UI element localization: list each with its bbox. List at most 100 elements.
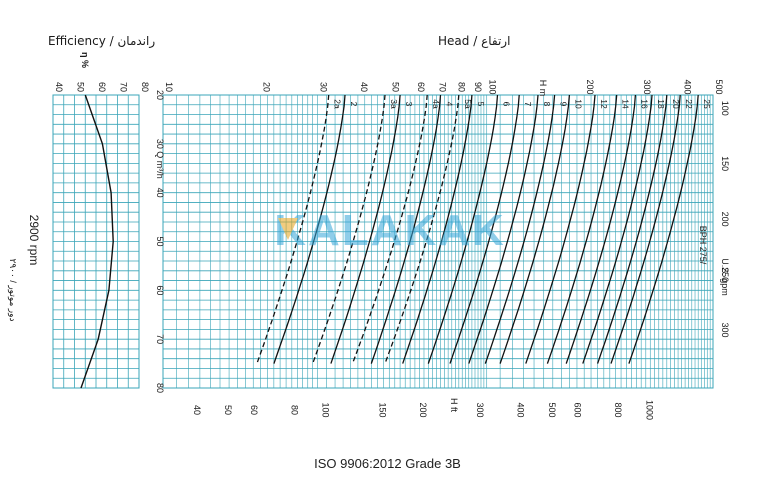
pump-curve-label-2a: 2a: [333, 99, 343, 109]
pump-curve-label-3: 3: [404, 102, 414, 107]
watermark-logo: KALAKAK: [274, 206, 506, 255]
pump-curve-label-16: 16: [639, 99, 649, 109]
pump-curve-label-20: 20: [671, 99, 681, 109]
pump-curve-25: [628, 94, 699, 364]
head-ft-tick-label: 50: [223, 405, 233, 415]
pump-curve-label-2: 2: [349, 102, 359, 107]
pump-curve-label-5: 5: [476, 102, 486, 107]
head-m-tick-label: 200: [585, 79, 595, 94]
pump-curve-label-9: 9: [559, 102, 569, 107]
head-header: Head / ارتفاع: [438, 34, 511, 48]
pump-curve-6: [427, 94, 499, 364]
head-m-tick-label: 40: [359, 82, 369, 92]
efficiency-curve-line: [80, 94, 114, 389]
head-ft-tick-label: 400: [516, 402, 526, 417]
head-m-tick-label: 400: [683, 79, 693, 94]
pump-curve-9: [484, 94, 556, 364]
pump-curves: 2a 2 3a 3 4a 4 5a 5 6 7 8 9 10 12 14 16 18 20 22 25: [256, 94, 712, 364]
model-label: BPH 275/: [698, 226, 708, 265]
gpm-tick-label: 300: [720, 323, 730, 338]
gpm-tick-label: 200: [720, 212, 730, 227]
pump-curve-label-3a: 3a: [389, 99, 399, 109]
pump-curve-label-4: 4: [445, 102, 455, 107]
pump-curve-12: [525, 94, 596, 364]
pump-curve-5: [402, 94, 473, 364]
pump-curve-16: [565, 94, 637, 364]
pump-curve-5a: [384, 94, 460, 364]
efficiency-tick-label: 40: [54, 82, 64, 92]
head-ft-tick-label: 100: [321, 402, 331, 417]
tick-labels: 40 50 60 70 80η %10 20 30 40 50 60 70 80 90 100 200 300…: [54, 52, 730, 420]
head-ft-tick-label: 500: [547, 402, 557, 417]
pump-curve-label-5a: 5a: [463, 99, 473, 109]
pump-curve-label-4a: 4a: [431, 99, 441, 109]
head-m-tick-label: 60: [416, 82, 426, 92]
head-ft-tick-label: 40: [192, 405, 202, 415]
chart-footer: ISO 9906:2012 Grade 3B: [314, 456, 461, 471]
pump-curve-2: [273, 94, 346, 364]
pump-curve-8: [468, 94, 539, 364]
head-ft-tick-label: 600: [573, 402, 583, 417]
flow-tick-label: 60: [155, 285, 165, 295]
pump-curve-3: [330, 94, 401, 364]
head-ft-tick-label: 80: [289, 405, 299, 415]
flow-tick-label: 30: [155, 139, 165, 149]
flow-tick-label: 50: [155, 236, 165, 246]
pump-curve-label-18: 18: [656, 99, 666, 109]
head-m-tick-label: 500: [714, 79, 724, 94]
head-m-tick-label: 50: [390, 82, 400, 92]
efficiency-tick-label: 70: [119, 82, 129, 92]
efficiency-header: Efficiency / راندمان: [48, 34, 156, 48]
speed-label-fa: دور موتور / ۲۹۰۰: [7, 258, 18, 321]
gpm-tick-label: 150: [720, 156, 730, 171]
pump-curve-label-10: 10: [573, 99, 583, 109]
head-ft-tick-label: 200: [418, 402, 428, 417]
pump-curve-2a: [256, 94, 330, 364]
pump-curve-label-8: 8: [542, 102, 552, 107]
head-m-tick-label: 30: [318, 82, 328, 92]
head-m-tick-label: 90: [473, 82, 483, 92]
flow-tick-label: 40: [155, 188, 165, 198]
pump-curve-20: [596, 94, 668, 364]
efficiency-tick-label: 50: [76, 82, 86, 92]
pump-curve-label-22: 22: [684, 99, 694, 109]
head-m-tick-label: 80: [456, 82, 466, 92]
efficiency-curve: [80, 94, 114, 389]
pump-curve-7: [449, 94, 520, 364]
head-grid: [162, 94, 714, 389]
efficiency-tick-label: 60: [97, 82, 107, 92]
head-ft-tick-label: 60: [249, 405, 259, 415]
pump-curve-14: [546, 94, 618, 364]
head-m-axis-label: H m: [538, 80, 548, 97]
head-m-tick-label: 70: [438, 82, 448, 92]
pump-curve-18: [582, 94, 653, 364]
pump-curve-4a: [351, 94, 428, 364]
pump-curve-label-14: 14: [621, 99, 631, 109]
head-m-tick-label: 20: [261, 82, 271, 92]
head-ft-tick-label: 150: [378, 402, 388, 417]
gpm-tick-label: 250: [720, 267, 730, 282]
efficiency-grid: [52, 94, 140, 389]
pump-curve-22: [610, 94, 681, 364]
flow-axis-label: Q m³/h: [155, 151, 165, 179]
side-labels: 2900 rpm دور موتور / ۲۹۰۰ BPH 275/: [7, 215, 708, 322]
flow-tick-label: 80: [155, 383, 165, 393]
pump-curve-label-12: 12: [599, 99, 609, 109]
head-ft-tick-label: 800: [613, 402, 623, 417]
efficiency-tick-label: 80: [140, 82, 150, 92]
gpm-tick-label: 100: [720, 101, 730, 116]
head-ft-tick-label: 300: [475, 402, 485, 417]
head-m-tick-label: 300: [642, 79, 652, 94]
head-m-tick-label: 10: [164, 82, 174, 92]
flow-tick-label: 70: [155, 334, 165, 344]
efficiency-axis-label: η %: [80, 52, 90, 68]
head-ft-tick-label: 1000: [644, 400, 654, 420]
head-m-tick-label: 100: [488, 79, 498, 94]
svg-text:KALAKAK: KALAKAK: [274, 206, 506, 255]
pump-curve-10: [499, 94, 571, 364]
pump-curve-label-6: 6: [502, 102, 512, 107]
flow-tick-label: 20: [155, 90, 165, 100]
speed-label: 2900 rpm: [27, 215, 41, 266]
